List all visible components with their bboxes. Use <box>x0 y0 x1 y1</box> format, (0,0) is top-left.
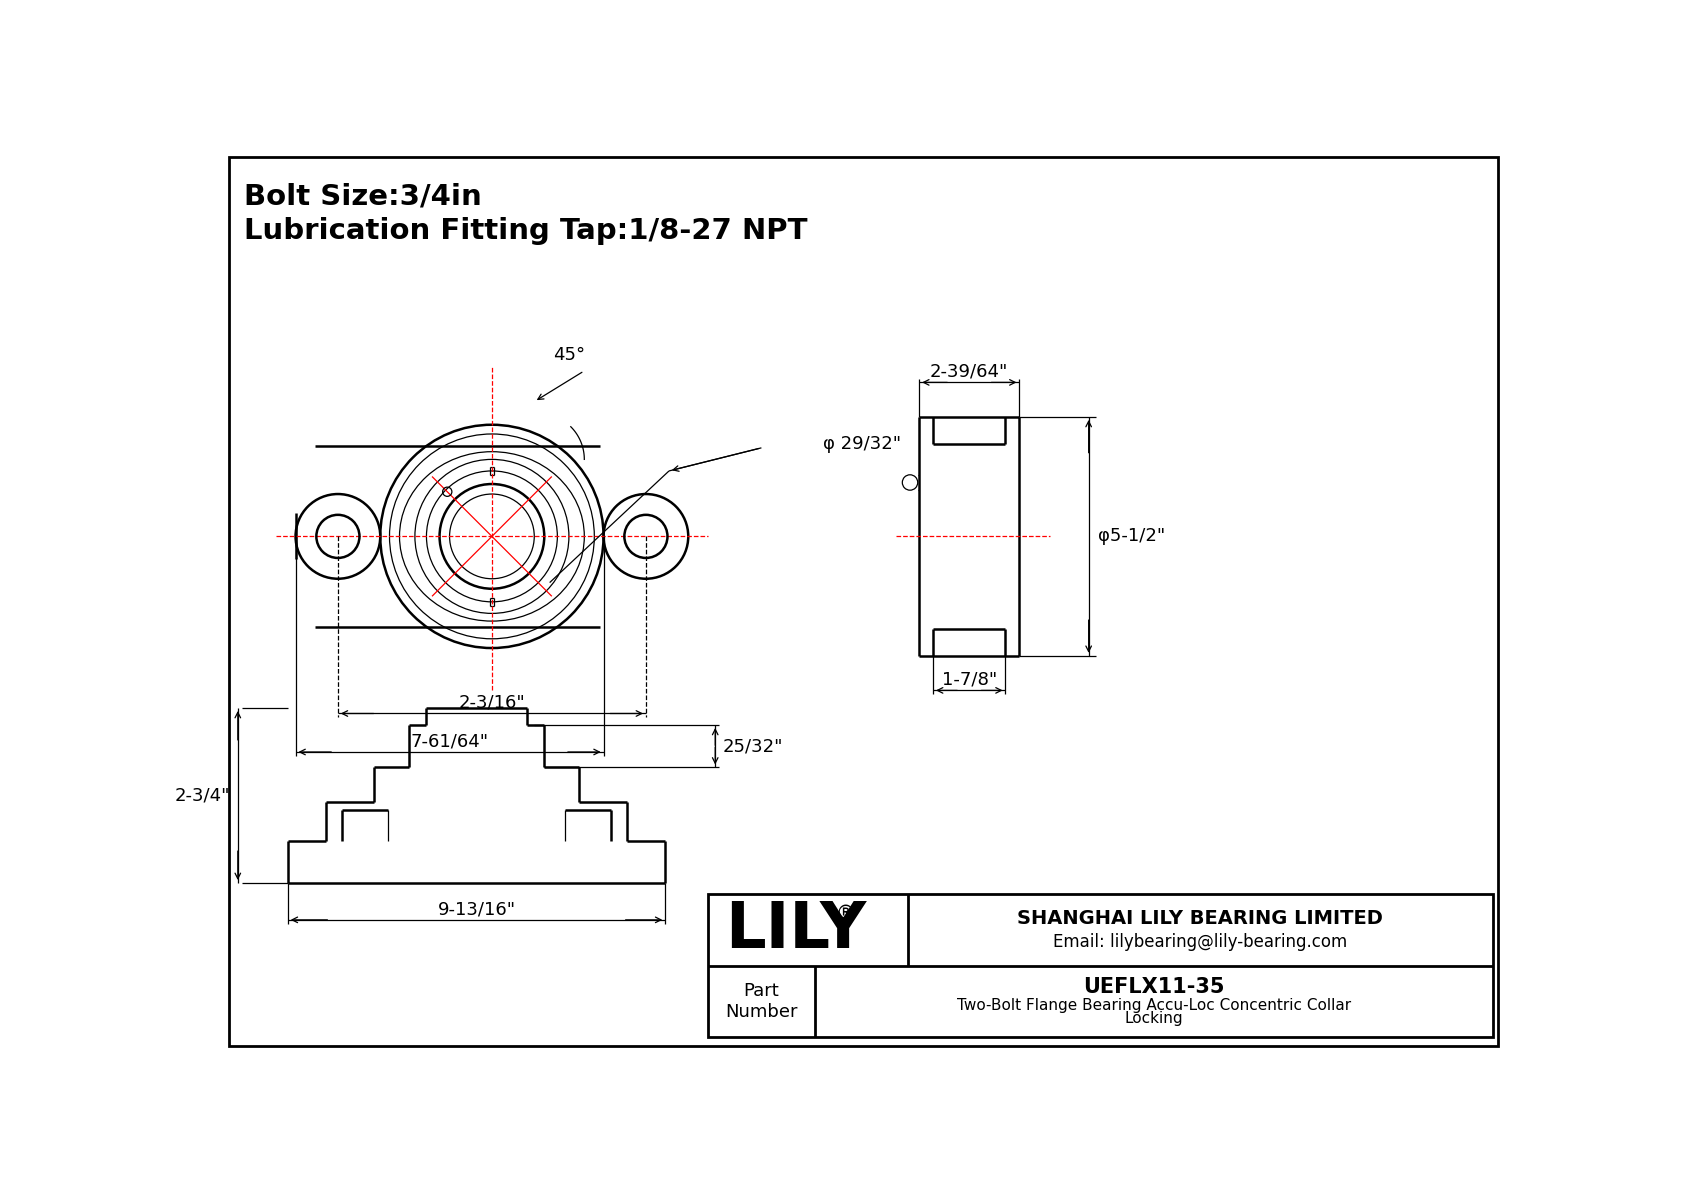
Bar <box>707 894 1494 1037</box>
Text: ®: ® <box>835 904 854 923</box>
Text: LILY: LILY <box>726 899 867 961</box>
Text: 9-13/16": 9-13/16" <box>438 900 515 918</box>
Text: 2-3/4": 2-3/4" <box>175 786 231 804</box>
Text: 45°: 45° <box>552 347 584 364</box>
Text: 2-3/16": 2-3/16" <box>458 693 525 712</box>
Text: SHANGHAI LILY BEARING LIMITED: SHANGHAI LILY BEARING LIMITED <box>1017 909 1383 928</box>
Text: Email: lilybearing@lily-bearing.com: Email: lilybearing@lily-bearing.com <box>1052 933 1347 950</box>
Text: Part
Number: Part Number <box>726 981 798 1021</box>
Text: 25/32": 25/32" <box>722 737 783 755</box>
Text: 1-7/8": 1-7/8" <box>941 671 997 688</box>
Text: 2-39/64": 2-39/64" <box>930 362 1009 381</box>
Text: Two-Bolt Flange Bearing Accu-Loc Concentric Collar: Two-Bolt Flange Bearing Accu-Loc Concent… <box>957 998 1351 1012</box>
Text: φ 29/32": φ 29/32" <box>823 435 901 453</box>
Text: Bolt Size:3/4in: Bolt Size:3/4in <box>244 182 482 210</box>
Text: 7-61/64": 7-61/64" <box>411 732 488 750</box>
Text: Locking: Locking <box>1125 1011 1184 1025</box>
Text: Lubrication Fitting Tap:1/8-27 NPT: Lubrication Fitting Tap:1/8-27 NPT <box>244 217 807 245</box>
Text: φ5-1/2": φ5-1/2" <box>1098 528 1165 545</box>
Text: UEFLX11-35: UEFLX11-35 <box>1083 978 1224 997</box>
